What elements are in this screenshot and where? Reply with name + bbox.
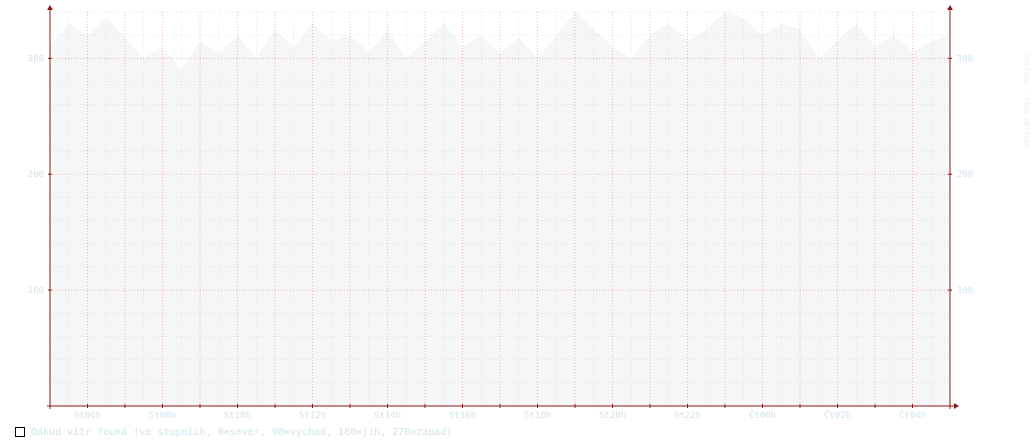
legend-label: Odkud vítr fouká (ve stupních, 0=sever, … [31, 426, 453, 438]
y-tick-label-right: 200 [957, 170, 973, 180]
y-axis-right-arrow [947, 5, 953, 10]
series-area [50, 12, 950, 406]
x-tick-label: St18h [524, 411, 551, 421]
y-tick-label-right: 300 [957, 54, 973, 64]
y-tick-label-left: 100 [28, 286, 44, 296]
y-tick-label-left: 200 [28, 170, 44, 180]
x-tick-label: St16h [449, 411, 476, 421]
x-tick-label: Čt04h [899, 409, 926, 421]
x-axis-arrow [954, 403, 959, 409]
x-tick-label: St12h [299, 411, 326, 421]
x-tick-label: St08h [149, 411, 176, 421]
area-layer [50, 12, 950, 406]
legend: Odkud vítr fouká (ve stupních, 0=sever, … [15, 425, 452, 439]
grid-layer [49, 11, 951, 406]
x-tick-label: Čt02h [824, 409, 851, 421]
x-tick-label: St20h [599, 411, 626, 421]
y-tick-label-right: 100 [957, 286, 973, 296]
axis-layer [47, 5, 959, 409]
x-tick-label: St14h [374, 411, 401, 421]
label-layer: 100 100 200 200 300 300 St06h St08h St10h St12h St… [28, 54, 974, 421]
x-tick-label: St22h [674, 411, 701, 421]
y-axis-left-arrow [47, 5, 53, 10]
legend-swatch [15, 427, 25, 437]
x-tick-label: St06h [74, 411, 101, 421]
x-tick-label: St10h [224, 411, 251, 421]
y-tick-label-left: 300 [28, 54, 44, 64]
x-tick-label: Čt00h [749, 409, 776, 421]
watermark: RRDTOOL / TOBI OETIKER [1022, 55, 1030, 149]
